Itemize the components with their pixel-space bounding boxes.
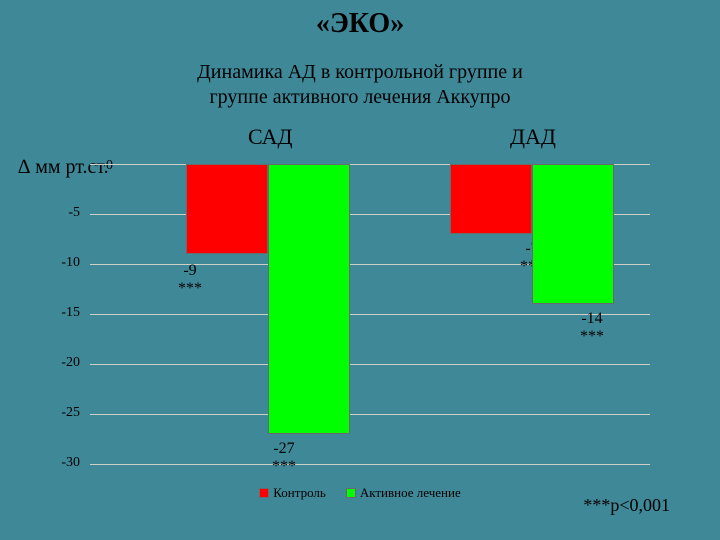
ytick-label: -5 [40, 205, 80, 221]
ytick-label: -20 [40, 355, 80, 371]
footnote-text: ***p<0,001 [583, 495, 670, 515]
ytick-label: -15 [40, 305, 80, 321]
bar [186, 164, 268, 254]
gridline [90, 464, 650, 465]
legend-swatch [259, 488, 269, 498]
legend-text: Активное лечение [360, 485, 461, 500]
gridline [90, 364, 650, 365]
gridline [90, 414, 650, 415]
legend-item: Активное лечение [346, 484, 461, 501]
ytick-label: -30 [40, 455, 80, 471]
subtitle-line1: Динамика АД в контрольной группе и [197, 61, 523, 83]
legend-swatch [346, 488, 356, 498]
bar-value-label: -14*** [580, 310, 604, 346]
slide-subtitle: Динамика АД в контрольной группе и групп… [0, 60, 720, 110]
bar-value-label: -9*** [178, 262, 202, 298]
bar [268, 164, 350, 434]
slide-title-text: «ЭКО» [316, 8, 404, 39]
bar-value-label: -27*** [272, 440, 296, 476]
ytick-label: -10 [40, 255, 80, 271]
group-label: ДАД [510, 124, 556, 150]
subtitle-line2: группе активного лечения Аккупро [209, 86, 510, 108]
footnote: ***p<0,001 [583, 495, 670, 516]
slide: «ЭКО» Динамика АД в контрольной группе и… [0, 0, 720, 540]
legend-text: Контроль [273, 485, 326, 500]
chart-plot: -5-10-15-20-25-30САД-9***-27***ДАД-7***-… [90, 164, 650, 464]
gridline [90, 314, 650, 315]
bar [532, 164, 614, 304]
legend-item: Контроль [259, 484, 326, 501]
slide-title: «ЭКО» [0, 8, 720, 40]
group-label: САД [248, 124, 292, 150]
ytick-label: -25 [40, 405, 80, 421]
bar [450, 164, 532, 234]
